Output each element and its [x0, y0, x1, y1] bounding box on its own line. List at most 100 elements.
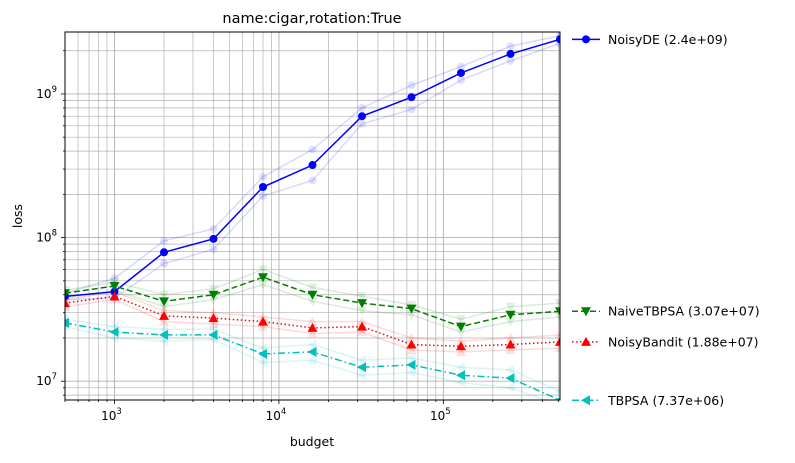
data-point-noisybandit: [109, 291, 120, 301]
legend-label-naivetbpsa: NaiveTBPSA (3.07e+07): [608, 304, 760, 319]
data-point-noisyde: [457, 68, 465, 77]
spread-marker-naivetbpsa: [258, 280, 268, 290]
legend-label-tbpsa: TBPSA (7.37e+06): [607, 393, 724, 408]
data-point-tbpsa: [406, 359, 416, 370]
spread-marker-tbpsa: [406, 353, 416, 364]
y-axis-label: loss: [10, 204, 25, 228]
spread-line-noisyde: [65, 34, 560, 294]
legend-item-noisybandit: NoisyBandit (1.88e+07): [572, 334, 758, 349]
spread-marker-noisyde: [209, 245, 218, 254]
data-point-naivetbpsa: [307, 290, 318, 300]
spread-line-naivetbpsa: [65, 268, 560, 321]
legend-marker-noisyde: [582, 35, 590, 44]
spread-marker-noisyde: [358, 119, 366, 128]
data-point-tbpsa: [505, 373, 515, 384]
spread-marker-noisyde: [259, 172, 267, 181]
data-point-tbpsa: [555, 397, 560, 400]
data-point-tbpsa: [65, 317, 69, 328]
spread-marker-noisyde: [259, 191, 267, 200]
data-point-naivetbpsa: [456, 322, 466, 332]
data-point-noisyde: [209, 234, 218, 243]
legend-marker-noisybandit: [581, 336, 591, 346]
data-point-naivetbpsa: [357, 299, 367, 309]
data-point-naivetbpsa: [159, 297, 169, 307]
data-point-noisyde: [358, 112, 366, 121]
spread-marker-naivetbpsa: [406, 310, 417, 320]
data-point-naivetbpsa: [208, 290, 219, 300]
data-point-noisyde: [259, 183, 267, 192]
spread-marker-noisybandit: [555, 329, 560, 339]
data-point-noisyde: [160, 248, 168, 257]
data-point-noisybandit: [208, 313, 219, 323]
spread-marker-tbpsa: [307, 339, 317, 350]
spread-marker-noisyde: [160, 259, 168, 268]
spread-marker-naivetbpsa: [208, 284, 219, 294]
legend-marker-tbpsa: [581, 395, 590, 406]
spread-marker-noisyde: [110, 274, 119, 283]
spread-marker-noisyde: [506, 42, 515, 51]
series-bands: [65, 32, 560, 400]
plot-frame: [64, 31, 561, 401]
data-point-naivetbpsa: [65, 289, 70, 299]
spread-marker-noisybandit: [456, 346, 466, 356]
spread-marker-noisybandit: [159, 316, 169, 326]
spread-marker-noisybandit: [406, 332, 417, 342]
spread-marker-noisybandit: [406, 344, 417, 354]
spread-marker-naivetbpsa: [456, 315, 466, 325]
spread-marker-naivetbpsa: [307, 283, 318, 293]
spread-marker-naivetbpsa: [505, 317, 516, 327]
data-point-naivetbpsa: [555, 307, 560, 317]
spread-marker-noisybandit: [208, 307, 219, 317]
data-point-tbpsa: [456, 370, 465, 381]
data-point-noisybandit: [65, 298, 70, 308]
grid: [64, 32, 560, 400]
spread-marker-noisybandit: [307, 328, 318, 338]
spread-marker-noisyde: [358, 103, 366, 112]
x-tick-label: 104: [266, 407, 287, 423]
data-point-tbpsa: [307, 346, 317, 357]
spread-marker-noisybandit: [208, 319, 219, 329]
data-point-naivetbpsa: [505, 310, 516, 320]
data-point-noisyde: [308, 161, 317, 170]
spread-marker-naivetbpsa: [555, 299, 560, 309]
spread-marker-noisyde: [407, 105, 416, 114]
spread-line-noisybandit: [65, 290, 560, 342]
spread-marker-tbpsa: [357, 355, 366, 366]
spread-line-naivetbpsa: [65, 283, 560, 333]
spread-marker-noisyde: [457, 62, 465, 71]
data-point-noisybandit: [456, 341, 466, 351]
spread-marker-tbpsa: [505, 382, 515, 393]
chart-title: name:cigar,rotation:True: [222, 11, 401, 27]
spread-marker-noisybandit: [357, 316, 367, 326]
spread-marker-tbpsa: [456, 377, 465, 388]
spread-marker-naivetbpsa: [357, 292, 367, 302]
data-point-tbpsa: [357, 362, 366, 373]
data-point-tbpsa: [208, 329, 218, 340]
data-point-naivetbpsa: [258, 273, 268, 283]
spread-marker-noisybandit: [456, 336, 466, 346]
x-axis-label: budget: [290, 434, 334, 449]
data-point-naivetbpsa: [109, 282, 120, 292]
data-point-noisybandit: [505, 339, 516, 349]
x-tick-label: 105: [430, 407, 451, 423]
spread-marker-noisybandit: [159, 305, 169, 315]
spread-marker-noisyde: [160, 236, 168, 245]
data-point-noisyde: [506, 49, 515, 58]
legend-marker-naivetbpsa: [581, 307, 591, 317]
spread-marker-noisybandit: [505, 344, 516, 354]
spread-line-noisyde: [65, 42, 560, 301]
spread-marker-noisyde: [209, 224, 218, 233]
data-point-noisybandit: [307, 322, 318, 332]
spread-marker-tbpsa: [555, 388, 560, 395]
spread-marker-noisybandit: [258, 311, 268, 321]
spread-marker-noisybandit: [357, 327, 367, 337]
data-point-tbpsa: [159, 329, 168, 340]
spread-line-tbpsa: [65, 318, 560, 393]
y-tick-label: 109: [36, 85, 57, 101]
data-point-noisybandit: [406, 339, 417, 349]
legend-item-noisyde: NoisyDE (2.4e+09): [572, 32, 728, 47]
spread-marker-noisyde: [308, 176, 317, 185]
